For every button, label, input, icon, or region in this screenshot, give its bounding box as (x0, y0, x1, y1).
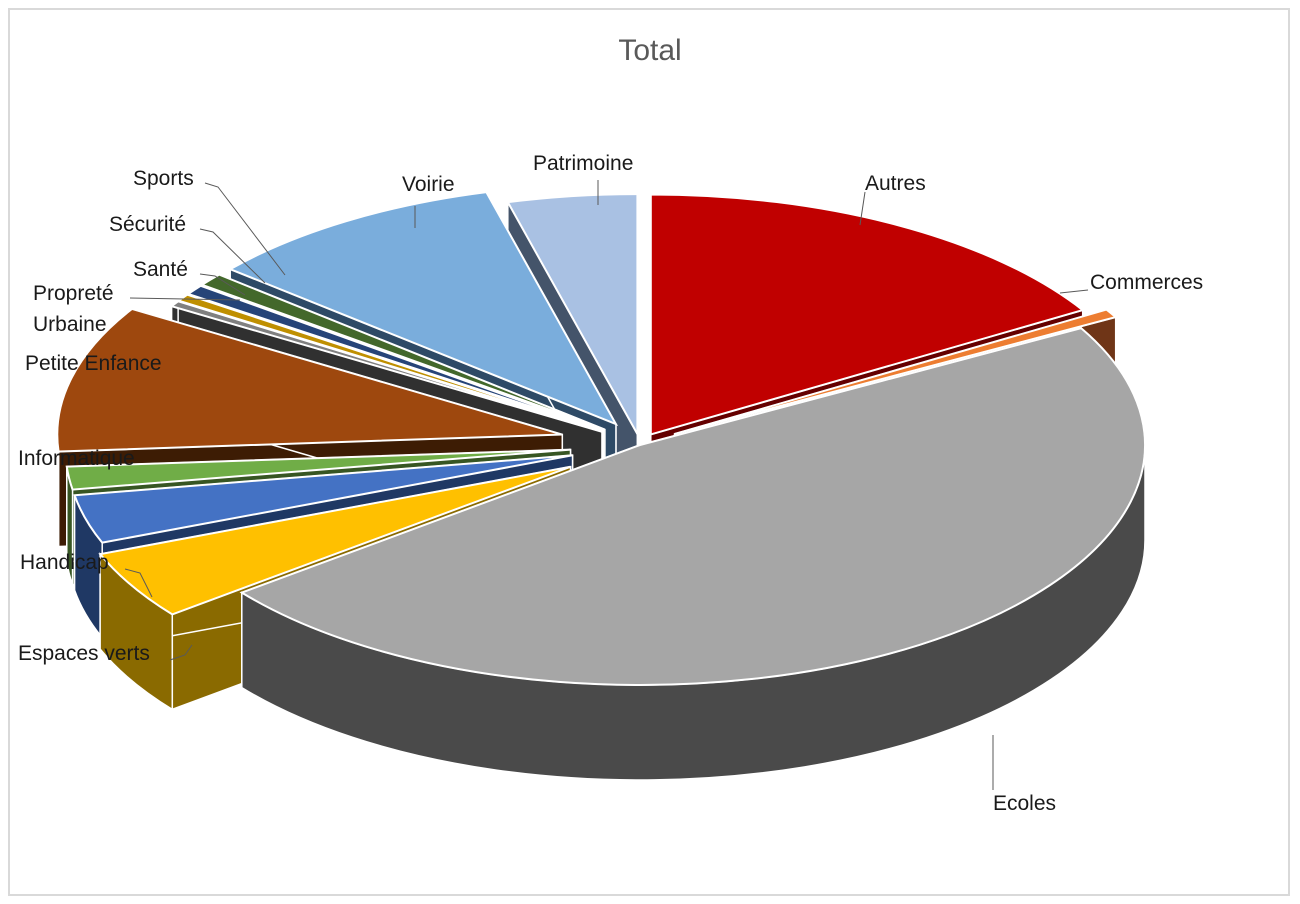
slice-label-sante: Santé (133, 258, 188, 281)
slice-label-patrimoine: Patrimoine (533, 152, 633, 175)
leader-line-sante (199, 273, 246, 296)
slice-label-autres: Autres (865, 172, 926, 195)
slice-petite-enfance (56, 307, 563, 453)
slice-informatique (65, 448, 571, 491)
leader-line-commerces (1059, 289, 1089, 294)
slice-label-securite: Sécurité (109, 213, 186, 236)
leader-line-espaces-verts (169, 644, 193, 661)
slice-autres (649, 193, 1085, 436)
slice-label-voirie: Voirie (402, 173, 455, 196)
slice-label-proprete-urbaine: Propreté Urbaine (33, 282, 114, 336)
slice-sports (199, 273, 606, 431)
slice-voirie (227, 191, 619, 427)
leader-line-autres (859, 191, 866, 226)
slice-ecoles (239, 327, 1146, 686)
slice-commerces (674, 308, 1118, 435)
slice-label-informatique: Informatique (18, 447, 135, 470)
slice-label-handicap: Handicap (20, 551, 109, 574)
leader-line-proprete-urbaine (129, 297, 241, 301)
slice-label-espaces-verts: Espaces verts (18, 642, 150, 665)
slice-patrimoine (506, 193, 639, 438)
slice-securite (185, 284, 604, 432)
leader-line-sports (204, 182, 286, 276)
slice-label-ecoles: Ecoles (993, 792, 1056, 815)
slice-label-sports: Sports (133, 167, 194, 190)
slice-handicap (73, 454, 573, 544)
slice-espaces-verts (98, 465, 571, 616)
slice-label-petite-enfance: Petite Enfance (25, 352, 162, 375)
chart-title: Total (618, 34, 682, 67)
leader-line-handicap (124, 568, 153, 598)
leader-line-securite (199, 228, 266, 284)
slice-label-commerces: Commerces (1090, 271, 1203, 294)
